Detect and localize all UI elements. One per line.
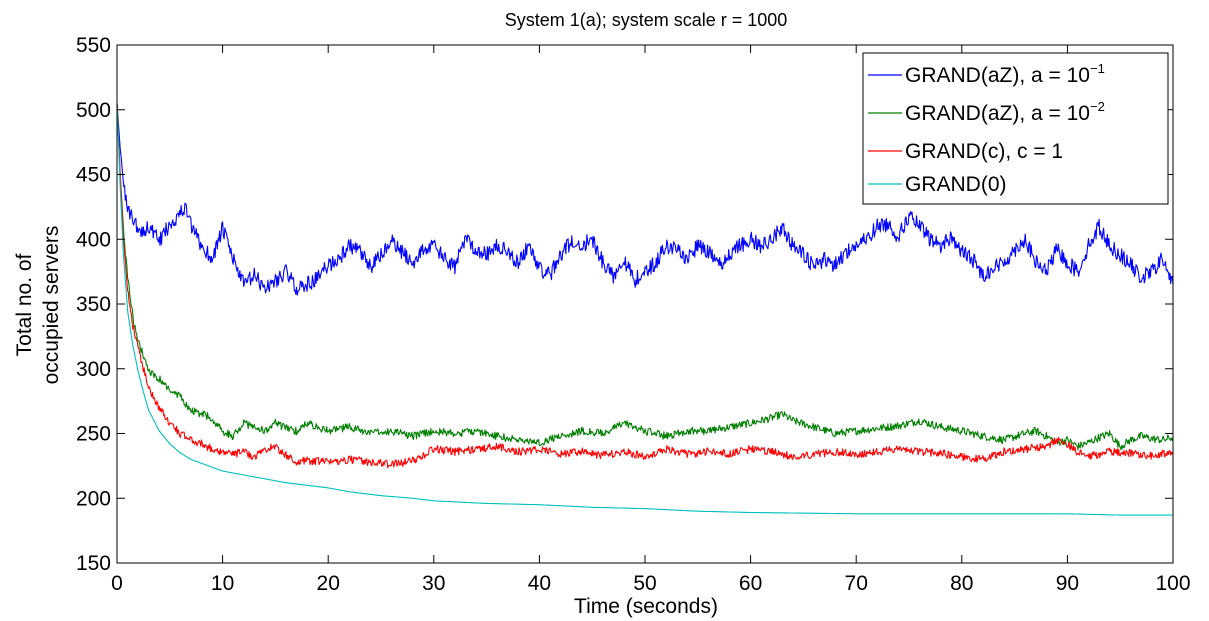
legend-label-series-2: GRAND(aZ), a = 10: [905, 102, 1090, 125]
legend-label-series-4: GRAND(0): [905, 173, 1007, 196]
x-tick-label: 60: [739, 572, 762, 595]
legend: GRAND(aZ), a = 10−1 GRAND(aZ), a = 10−2 …: [862, 52, 1169, 205]
y-tick-label: 200: [76, 487, 111, 510]
x-tick-label: 30: [422, 572, 445, 595]
x-tick-label: 40: [528, 572, 551, 595]
legend-label-series-1: GRAND(aZ), a = 10: [905, 64, 1090, 87]
y-axis-label-line-1: Total no. of: [13, 253, 36, 356]
x-tick-label: 50: [633, 572, 656, 595]
x-tick-label: 10: [211, 572, 234, 595]
series-line-2: [116, 103, 1174, 451]
plot-area-frame: [116, 44, 1174, 564]
series-line-4: [116, 103, 1173, 516]
y-axis-label-line-2: occupied servers: [40, 226, 63, 385]
y-tick-label: 400: [76, 228, 111, 251]
legend-box: [862, 52, 1169, 205]
y-tick-label: 450: [76, 164, 111, 187]
series-layer: [116, 103, 1174, 516]
y-tick-label: 550: [76, 34, 111, 57]
x-axis-label: Time (seconds): [574, 595, 718, 618]
legend-entry-series-1: GRAND(aZ), a = 10−1: [905, 61, 1105, 87]
chart-title: System 1(a); system scale r = 1000: [505, 10, 788, 30]
y-tick-label: 500: [76, 99, 111, 122]
series-line-1: [116, 103, 1174, 296]
x-tick-label: 20: [317, 572, 340, 595]
y-tick-label: 300: [76, 358, 111, 381]
y-tick-label: 250: [76, 423, 111, 446]
y-tick-label: 150: [76, 552, 111, 575]
x-tick-label: 0: [111, 572, 123, 595]
x-tick-label: 90: [1056, 572, 1079, 595]
legend-label-series-3: GRAND(c), c = 1: [905, 140, 1063, 163]
legend-exponent-series-2: −2: [1090, 99, 1105, 114]
axis-ticks: 0 10 20 30 40 50 60 70 80 90 100 150 200 250 300 350 400…: [76, 34, 1191, 595]
legend-entry-series-2: GRAND(aZ), a = 10−2: [905, 99, 1105, 125]
x-tick-label: 100: [1155, 572, 1190, 595]
legend-exponent-series-1: −1: [1090, 61, 1105, 76]
series-line-3: [116, 103, 1174, 469]
x-tick-label: 70: [845, 572, 868, 595]
x-tick-label: 80: [950, 572, 973, 595]
y-tick-label: 350: [76, 293, 111, 316]
